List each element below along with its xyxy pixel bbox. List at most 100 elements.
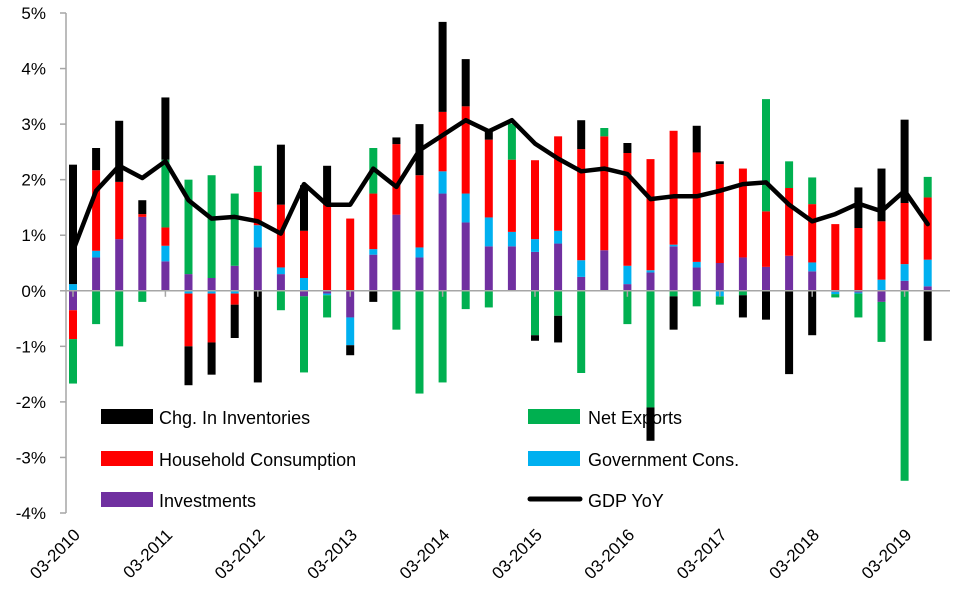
bar-government-cons: [507, 231, 516, 247]
bar-household-consumption: [854, 228, 863, 291]
bar-net-exports: [92, 290, 101, 325]
bar-net-exports: [115, 290, 124, 347]
bar-net-exports: [877, 301, 886, 342]
bar-government-cons: [253, 225, 262, 248]
bar-stack: [415, 124, 424, 394]
bar-net-exports: [415, 290, 424, 394]
bar-government-cons: [69, 284, 77, 291]
bar-investments: [692, 267, 701, 291]
bar-chg-in-inventories: [623, 143, 632, 153]
bar-government-cons: [184, 290, 193, 294]
bars-layer: [69, 21, 932, 481]
bar-government-cons: [230, 290, 239, 294]
bar-government-cons: [669, 244, 678, 247]
bar-investments: [600, 250, 609, 291]
bar-investments: [554, 243, 563, 291]
bar-investments: [738, 257, 747, 291]
bar-stack: [323, 165, 332, 318]
legend-item-net-exports: Net Exports: [528, 408, 682, 428]
x-tick-label: 03-2014: [396, 525, 454, 583]
y-tick-label: -3%: [16, 448, 46, 467]
bar-stack: [92, 148, 101, 325]
bar-investments: [854, 290, 863, 293]
bar-investments: [623, 284, 632, 291]
bar-net-exports: [207, 175, 216, 278]
bar-chg-in-inventories: [854, 187, 863, 228]
bar-net-exports: [276, 290, 285, 311]
bar-investments: [762, 266, 770, 291]
bar-government-cons: [623, 265, 632, 285]
bar-net-exports: [854, 293, 863, 318]
y-tick-label: 5%: [21, 4, 46, 23]
bar-stack: [230, 193, 239, 338]
legend-swatch-government: [528, 451, 580, 466]
bar-household-consumption: [507, 159, 516, 232]
bar-stack: [623, 143, 632, 325]
bar-household-consumption: [138, 214, 147, 217]
bar-stack: [207, 175, 216, 375]
bar-household-consumption: [276, 204, 285, 268]
bar-stack: [738, 168, 747, 318]
bar-investments: [323, 290, 332, 294]
bar-chg-in-inventories: [438, 21, 447, 112]
bar-government-cons: [484, 217, 493, 247]
y-tick-label: 4%: [21, 60, 46, 79]
bar-stack: [646, 159, 655, 441]
bar-net-exports: [646, 290, 655, 408]
bar-government-cons: [346, 317, 355, 346]
bar-government-cons: [276, 267, 285, 275]
bar-net-exports: [785, 161, 794, 188]
bar-chg-in-inventories: [230, 304, 239, 338]
bar-investments: [785, 255, 794, 291]
bar-stack: [669, 130, 678, 330]
x-tick-label: 03-2015: [488, 525, 546, 583]
bar-chg-in-inventories: [92, 148, 101, 171]
legend-item-government: Government Cons.: [528, 450, 739, 470]
bar-household-consumption: [253, 191, 262, 226]
bar-household-consumption: [69, 310, 77, 340]
bar-investments: [253, 247, 262, 291]
y-tick-label: -2%: [16, 393, 46, 412]
bar-chg-in-inventories: [669, 296, 678, 330]
bar-household-consumption: [300, 230, 308, 278]
bar-stack: [161, 97, 170, 291]
bar-net-exports: [600, 128, 609, 137]
x-tick-label: 03-2017: [673, 525, 731, 583]
bar-net-exports: [808, 177, 817, 205]
bar-investments: [138, 216, 147, 291]
bar-net-exports: [507, 123, 516, 160]
bar-household-consumption: [715, 164, 724, 263]
bar-chg-in-inventories: [646, 407, 655, 441]
bar-household-consumption: [623, 153, 632, 266]
bar-net-exports: [392, 290, 401, 330]
bar-government-cons: [923, 259, 932, 287]
bar-household-consumption: [92, 170, 101, 251]
bar-chg-in-inventories: [923, 290, 932, 341]
bar-investments: [900, 280, 909, 291]
bar-government-cons: [461, 193, 470, 223]
bar-household-consumption: [346, 218, 355, 291]
bar-chg-in-inventories: [461, 59, 470, 107]
bar-net-exports: [669, 290, 678, 297]
bar-government-cons: [369, 249, 378, 255]
bar-household-consumption: [369, 193, 378, 250]
legend-swatch-household: [101, 451, 153, 466]
bar-stack: [762, 99, 770, 320]
bar-investments: [115, 239, 124, 291]
bar-chg-in-inventories: [484, 129, 493, 140]
bar-government-cons: [877, 279, 886, 291]
bar-household-consumption: [415, 175, 424, 248]
y-tick-label: 0%: [21, 282, 46, 301]
legend-item-household: Household Consumption: [101, 450, 356, 470]
bar-net-exports: [438, 290, 447, 383]
bar-household-consumption: [692, 152, 701, 262]
bar-stack: [69, 164, 77, 384]
bar-government-cons: [531, 239, 539, 252]
bar-chg-in-inventories: [531, 335, 539, 341]
bar-chg-in-inventories: [715, 161, 724, 165]
bar-net-exports: [577, 290, 586, 373]
bar-chg-in-inventories: [115, 120, 124, 182]
bar-chg-in-inventories: [554, 315, 563, 343]
bar-investments: [715, 263, 724, 291]
